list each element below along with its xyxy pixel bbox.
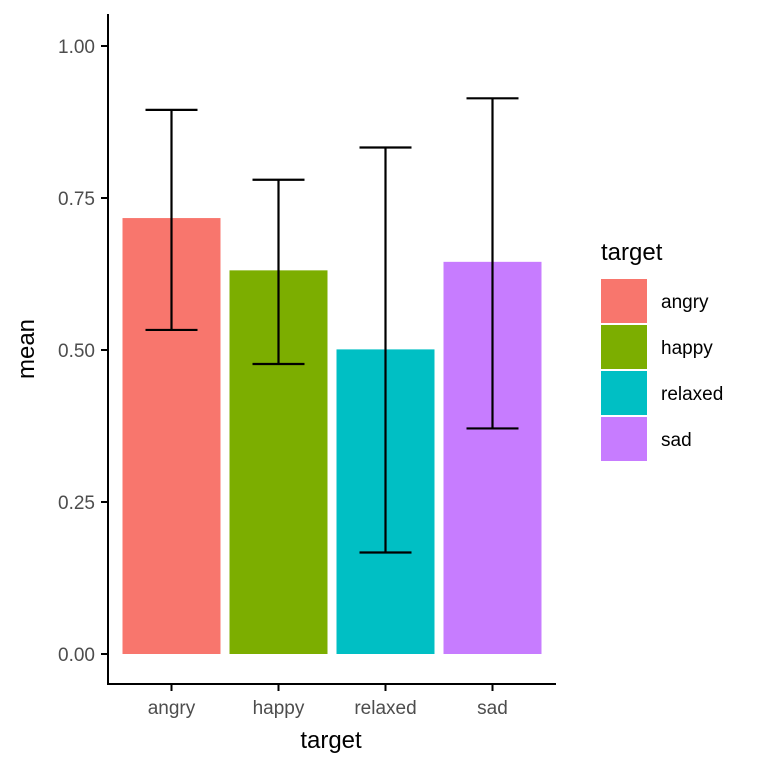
y-tick-label: 0.00 xyxy=(58,645,95,666)
legend-key-happy xyxy=(601,325,647,369)
bars-layer xyxy=(122,218,542,654)
legend-label-happy: happy xyxy=(661,338,713,359)
legend-item-relaxed: relaxed xyxy=(601,371,723,415)
error-bar-relaxed xyxy=(359,146,412,554)
x-axis-title: target xyxy=(300,727,362,754)
error-bar-sad xyxy=(466,97,519,430)
x-tick-label-relaxed: relaxed xyxy=(354,698,416,719)
legend-key-angry xyxy=(601,279,647,323)
error-bar-happy xyxy=(252,178,305,366)
legend-items: angry happy relaxed sad xyxy=(601,279,723,461)
legend-item-sad: sad xyxy=(601,417,692,461)
legend-item-angry: angry xyxy=(601,279,709,323)
legend-label-relaxed: relaxed xyxy=(661,384,723,405)
legend-label-sad: sad xyxy=(661,430,692,451)
y-tick-label: 0.75 xyxy=(58,189,95,210)
x-ticks: angry happy relaxed sad xyxy=(148,684,508,719)
legend-key-relaxed xyxy=(601,371,647,415)
y-tick-label: 0.25 xyxy=(58,493,95,514)
y-ticks: 0.00 0.25 0.50 0.75 1.00 xyxy=(58,37,108,666)
legend-key-sad xyxy=(601,417,647,461)
x-tick-label-sad: sad xyxy=(477,698,508,719)
legend-title: target xyxy=(601,239,663,266)
y-tick-label: 1.00 xyxy=(58,37,95,58)
x-tick-label-happy: happy xyxy=(253,698,305,719)
legend: target angry happy relaxed sad xyxy=(601,239,723,461)
error-bar-angry xyxy=(145,108,198,332)
y-axis-title: mean xyxy=(13,319,40,379)
legend-item-happy: happy xyxy=(601,325,713,369)
y-tick-label: 0.50 xyxy=(58,341,95,362)
legend-label-angry: angry xyxy=(661,292,709,313)
x-tick-label-angry: angry xyxy=(148,698,196,719)
error-bars-layer xyxy=(145,97,519,554)
